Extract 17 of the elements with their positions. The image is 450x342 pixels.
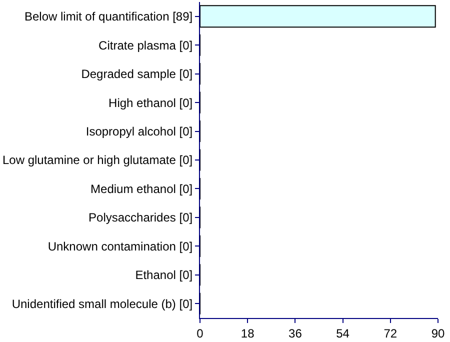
y-tick-label: Degraded sample [0] — [81, 67, 193, 82]
y-tick-label: Low glutamine or high glutamate [0] — [2, 153, 193, 168]
y-tick-label: Unknown contamination [0] — [48, 239, 193, 254]
y-tick-label: Ethanol [0] — [135, 268, 193, 282]
x-tick-label: 0 — [196, 326, 204, 340]
x-tick-label: 54 — [336, 326, 350, 340]
x-tick-label: 90 — [431, 326, 445, 340]
x-tick-label: 36 — [288, 326, 302, 340]
y-tick-label: Polysaccharides [0] — [88, 210, 193, 225]
y-tick-label: Isopropyl alcohol [0] — [86, 124, 193, 138]
y-tick-label: High ethanol [0] — [108, 96, 193, 110]
y-tick-label: Unidentified small molecule (b) [0] — [12, 296, 193, 311]
x-tick-label: 72 — [384, 326, 398, 340]
x-tick-label: 18 — [240, 326, 255, 340]
y-tick-label: Medium ethanol [0] — [90, 182, 193, 196]
y-tick-label: Citrate plasma [0] — [98, 38, 193, 52]
y-tick-label: Below limit of quantification [89] — [24, 10, 193, 24]
